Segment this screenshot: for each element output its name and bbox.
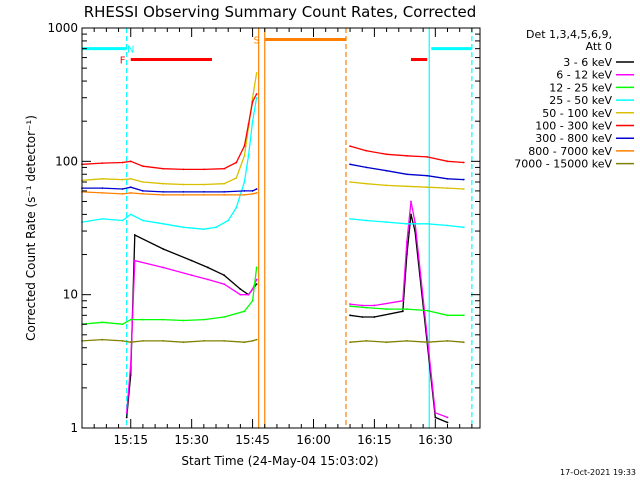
series-4 bbox=[81, 72, 465, 190]
x-tick-label-3: 16:00 bbox=[296, 433, 331, 447]
legend-label-3: 25 - 50 keV bbox=[549, 94, 612, 107]
flag-marker-2: F bbox=[120, 56, 126, 67]
series-line-6 bbox=[82, 186, 257, 193]
series-5 bbox=[81, 93, 465, 171]
x-tick-label-0: 15:15 bbox=[113, 433, 148, 447]
series-line-1 bbox=[126, 259, 258, 413]
legend-label-8: 7000 - 15000 keV bbox=[514, 158, 612, 171]
series-line-5 bbox=[81, 93, 258, 171]
flag-marker-1: N bbox=[127, 45, 134, 56]
x-tick-label-4: 16:15 bbox=[357, 433, 392, 447]
series-line-4 bbox=[349, 181, 464, 190]
series-1 bbox=[125, 200, 449, 419]
series-2 bbox=[81, 266, 465, 326]
legend-label-2: 12 - 25 keV bbox=[549, 81, 612, 94]
series-line-7 bbox=[81, 191, 257, 196]
series-line-1 bbox=[349, 201, 448, 419]
legend-label-0: 3 - 6 keV bbox=[563, 56, 612, 69]
series-7 bbox=[81, 190, 258, 196]
plot-frame bbox=[81, 27, 481, 429]
series-line-3 bbox=[349, 218, 464, 228]
series-line-4 bbox=[81, 72, 258, 186]
flag-marker-4: S bbox=[253, 35, 259, 46]
series-layer bbox=[81, 72, 465, 424]
x-tick-label-5: 16:30 bbox=[418, 433, 453, 447]
legend-label-6: 300 - 800 keV bbox=[535, 132, 612, 145]
y-tick-label-0: 1 bbox=[70, 421, 78, 435]
series-line-3 bbox=[81, 97, 258, 230]
x-tick-label-2: 15:45 bbox=[235, 433, 270, 447]
series-line-2 bbox=[81, 267, 258, 325]
legend-header-0: Det 1,3,4,5,6,9, bbox=[526, 28, 612, 41]
series-6 bbox=[81, 163, 465, 193]
y-axis-label: Corrected Count Rate (s⁻¹ detector⁻¹) bbox=[24, 115, 38, 341]
series-line-5 bbox=[349, 145, 464, 164]
series-line-8 bbox=[81, 338, 257, 343]
series-line-8 bbox=[349, 340, 464, 343]
legend-label-1: 6 - 12 keV bbox=[556, 69, 612, 82]
y-tick-label-1: 10 bbox=[63, 288, 78, 302]
legend-label-4: 50 - 100 keV bbox=[542, 107, 612, 120]
legend-label-5: 100 - 300 keV bbox=[535, 120, 612, 133]
series-8 bbox=[81, 338, 465, 344]
axis-layer: 1 10 100 1000 15:15 15:30 15:45 16:00 16:15 16:30 bbox=[47, 21, 480, 447]
chart-title: RHESSI Observing Summary Count Rates, Co… bbox=[84, 3, 477, 21]
series-line-2 bbox=[349, 305, 464, 316]
footer-timestamp: 17-Oct-2021 19:33 bbox=[560, 468, 636, 477]
series-line-6 bbox=[349, 163, 464, 181]
legend-header-1: Att 0 bbox=[586, 40, 612, 53]
x-axis-label: Start Time (24-May-04 15:03:02) bbox=[181, 454, 378, 468]
y-tick-label-2: 100 bbox=[55, 154, 78, 168]
series-3 bbox=[81, 96, 465, 231]
x-tick-label-1: 15:30 bbox=[174, 433, 209, 447]
legend-label-7: 800 - 7000 keV bbox=[528, 145, 612, 158]
y-tick-label-3: 1000 bbox=[47, 21, 78, 35]
